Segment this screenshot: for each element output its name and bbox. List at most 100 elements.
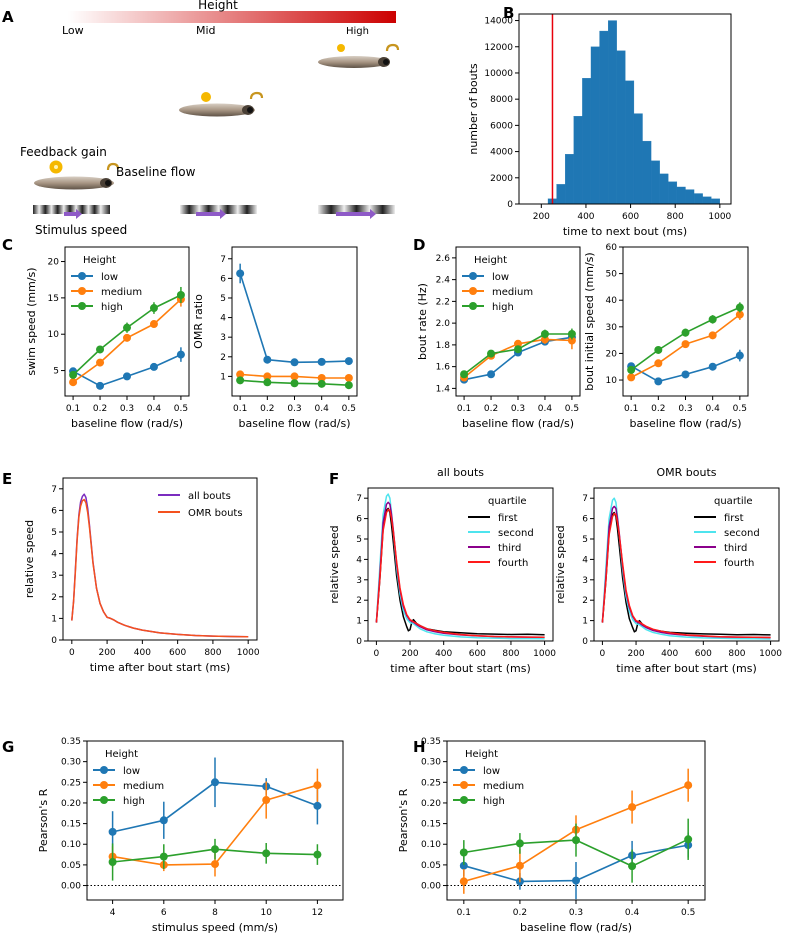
legend-label: second	[724, 528, 760, 539]
chart-title: all bouts	[437, 466, 484, 479]
plot-frame	[367, 487, 554, 642]
data-point	[236, 370, 245, 379]
x-tick-label: 10	[260, 908, 272, 918]
legend-label: low	[483, 766, 500, 777]
y-axis-label: Pearson's R	[397, 788, 410, 852]
y-tick-label: 0	[51, 636, 57, 646]
y-tick-label: 1.4	[436, 384, 451, 394]
y-tick-label: 6	[220, 274, 226, 284]
x-tick-label: 400	[435, 649, 452, 659]
y-tick-label: 12000	[484, 43, 513, 53]
data-point	[344, 373, 353, 382]
panel-letter: H	[413, 738, 426, 756]
data-point	[572, 836, 580, 845]
y-tick-label: 0.35	[61, 737, 81, 747]
y-tick-label: 1	[356, 617, 362, 627]
y-tick-label: 5	[356, 535, 362, 545]
legend-marker	[100, 781, 108, 789]
y-tick-label: 0.20	[421, 799, 441, 809]
data-point	[708, 331, 717, 340]
data-point	[344, 381, 353, 390]
data-point	[654, 359, 663, 368]
data-point	[654, 377, 663, 386]
y-tick-label: 0.00	[61, 882, 81, 892]
chart-c1: 0.1 0.2 0.3 0.4 0.5 5 10 15 20 baseline flow (rad…	[2, 236, 190, 430]
y-tick-label: 6	[582, 515, 588, 525]
data-point	[123, 323, 131, 332]
series-line-second	[375, 493, 545, 640]
y-tick-label: 0.05	[421, 861, 441, 871]
chart-b: 200 400 600 800 1000020004000600080001000012…	[467, 4, 732, 238]
legend-marker	[469, 272, 477, 280]
y-tick-label: 0.10	[61, 840, 81, 850]
y-tick-label: 4000	[490, 148, 513, 158]
data-point	[317, 379, 326, 388]
legend-label: second	[498, 528, 534, 539]
x-tick-label: 0.1	[233, 404, 247, 414]
data-point	[149, 320, 158, 329]
data-point	[263, 355, 272, 364]
legend-label: third	[498, 543, 521, 554]
y-tick-label: 4	[51, 550, 57, 560]
x-tick-label: 200	[98, 648, 115, 658]
hist-bar	[650, 160, 660, 205]
y-tick-label: 1	[220, 372, 226, 382]
legend-title: Height	[474, 255, 507, 266]
feedback-dot-icon	[337, 44, 345, 52]
data-point	[654, 345, 663, 354]
y-tick-label: 0.20	[61, 799, 81, 809]
y-tick-label: 1	[51, 614, 57, 624]
y-tick-label: 0	[356, 637, 362, 647]
data-point	[263, 378, 272, 387]
data-point	[628, 803, 637, 812]
legend-label: medium	[123, 781, 164, 792]
y-tick-label: 0.15	[421, 820, 441, 830]
data-point	[262, 796, 271, 805]
y-tick-label: 30	[606, 323, 618, 333]
series-line-second	[601, 497, 771, 640]
hist-bar	[573, 116, 583, 205]
data-point	[317, 357, 326, 366]
y-tick-label: 10	[606, 376, 618, 386]
x-tick-label: 0.3	[120, 404, 134, 414]
legend-label: medium	[101, 287, 142, 298]
y-tick-label: 2	[356, 596, 362, 606]
x-tick-label: 0.3	[287, 404, 301, 414]
hist-bar	[582, 78, 592, 205]
x-tick-label: 0	[600, 649, 606, 659]
x-tick-label: 1000	[533, 649, 556, 659]
x-axis-label: baseline flow (rad/s)	[71, 417, 183, 430]
y-tick-label: 20	[606, 349, 618, 359]
hist-bar	[676, 186, 686, 205]
x-tick-label: 200	[533, 212, 550, 222]
hist-bar	[565, 154, 574, 205]
y-tick-label: 8000	[490, 95, 513, 105]
y-tick-label: 0.35	[421, 737, 441, 747]
legend-label: first	[498, 513, 518, 524]
x-tick-label: 200	[627, 649, 644, 659]
data-point	[681, 370, 690, 379]
series-line-fourth	[375, 508, 545, 639]
legend-label: low	[492, 272, 509, 283]
x-tick-label: 0.3	[569, 908, 583, 918]
y-tick-label: 5	[51, 528, 57, 538]
series-line-third	[375, 501, 545, 639]
legend-marker	[460, 796, 468, 804]
baseline-flow-label: Baseline flow	[116, 165, 196, 179]
x-tick-label: 0.2	[260, 404, 274, 414]
data-point	[236, 269, 245, 278]
panel-letter-a: A	[2, 8, 14, 26]
x-tick-label: 0.1	[457, 404, 471, 414]
x-axis-label: time to next bout (ms)	[563, 225, 687, 238]
x-tick-label: 0.4	[147, 404, 162, 414]
chart-c2: 0.1 0.2 0.3 0.4 0.5 1 2 3 4 5 6 7 baseline flow (rad…	[192, 246, 358, 430]
y-axis-label: OMR ratio	[192, 294, 205, 349]
data-point	[317, 373, 326, 382]
data-point	[211, 845, 219, 854]
y-tick-label: 15	[48, 294, 59, 304]
data-point	[684, 835, 693, 844]
chart-d2: 0.1 0.2 0.3 0.4 0.5 10 20 30 40 50 60 baseline flow…	[583, 243, 749, 430]
x-tick-label: 0.2	[93, 404, 107, 414]
data-point	[69, 378, 78, 387]
hist-bar	[693, 193, 703, 205]
